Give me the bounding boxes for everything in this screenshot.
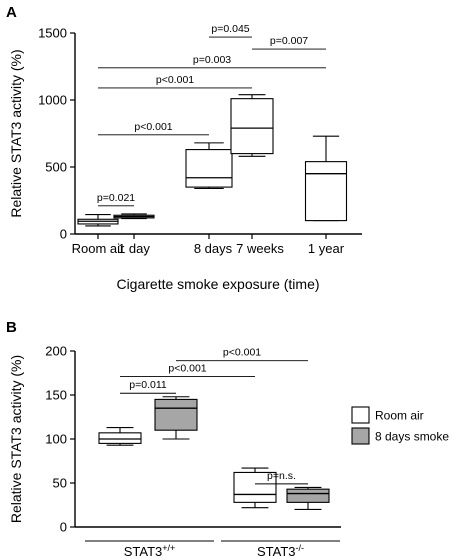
panel-a-significance-label-0: p=0.021 xyxy=(97,192,135,204)
panel-b-y-tick-label-4: 200 xyxy=(45,344,67,359)
panel-b-significance-label-1: p<0.001 xyxy=(168,363,206,375)
box-a-4 xyxy=(304,161,348,222)
panel-b-legend-swatch-1 xyxy=(351,427,370,445)
panel-b-group-label-1: STAT3-/- xyxy=(257,543,304,559)
panel-b-chart: B 050100150200p=0.011p<0.001p<0.001p=n.s… xyxy=(6,319,449,559)
panel-b-legend-swatch-0 xyxy=(351,406,370,424)
panel-b-y-tick-label-2: 100 xyxy=(45,432,67,447)
panel-b-legend-label-0: Room air xyxy=(375,409,424,423)
panel-a-category-label-4: 1 year xyxy=(308,241,345,256)
panel-a-significance-label-5: p=0.007 xyxy=(270,35,308,47)
panel-b-significance-label-3: p=n.s. xyxy=(267,470,296,482)
panel-b-significance-label-2: p<0.001 xyxy=(223,347,261,359)
panel-a-x-axis-title: Cigarette smoke exposure (time) xyxy=(116,276,319,292)
box-a-3 xyxy=(230,98,274,155)
panel-b-group-label-0: STAT3+/+ xyxy=(124,543,176,559)
panel-a-y-tick-label-3: 1500 xyxy=(38,26,67,41)
box-b-1 xyxy=(154,398,198,431)
panel-b-letter: B xyxy=(6,319,17,336)
panel-a-significance-label-1: p<0.001 xyxy=(134,121,172,133)
panel-a-y-tick-label-1: 500 xyxy=(45,160,67,175)
panel-a-category-label-3: 7 weeks xyxy=(236,241,284,256)
panel-a-y-axis-title: Relative STAT3 activity (%) xyxy=(8,49,24,217)
panel-b-y-tick-label-0: 0 xyxy=(60,520,67,535)
panel-a-significance-label-3: p=0.003 xyxy=(193,54,231,66)
panel-a-y-tick-label-0: 0 xyxy=(60,227,67,242)
box-b-2 xyxy=(233,471,277,503)
box-b-0 xyxy=(98,432,142,444)
panel-a-letter: A xyxy=(6,4,17,21)
box-a-2 xyxy=(185,149,233,188)
panel-b-significance-label-0: p=0.011 xyxy=(129,379,167,391)
panel-a-category-label-1: 1 day xyxy=(118,241,150,256)
panel-a-category-label-2: 8 days xyxy=(194,241,233,256)
panel-a-significance-label-4: p=0.045 xyxy=(211,23,249,35)
panel-b-y-tick-label-1: 50 xyxy=(53,476,67,491)
panel-b-legend-label-1: 8 days smoke xyxy=(375,430,449,444)
panel-a-category-label-0: Room air xyxy=(72,241,125,256)
panel-a-significance-label-2: p<0.001 xyxy=(156,74,194,86)
panel-b-y-tick-label-3: 150 xyxy=(45,388,67,403)
box-b-3 xyxy=(286,488,330,503)
panel-b-y-axis-title: Relative STAT3 activity (%) xyxy=(8,355,24,523)
panel-a-y-tick-label-2: 1000 xyxy=(38,93,67,108)
